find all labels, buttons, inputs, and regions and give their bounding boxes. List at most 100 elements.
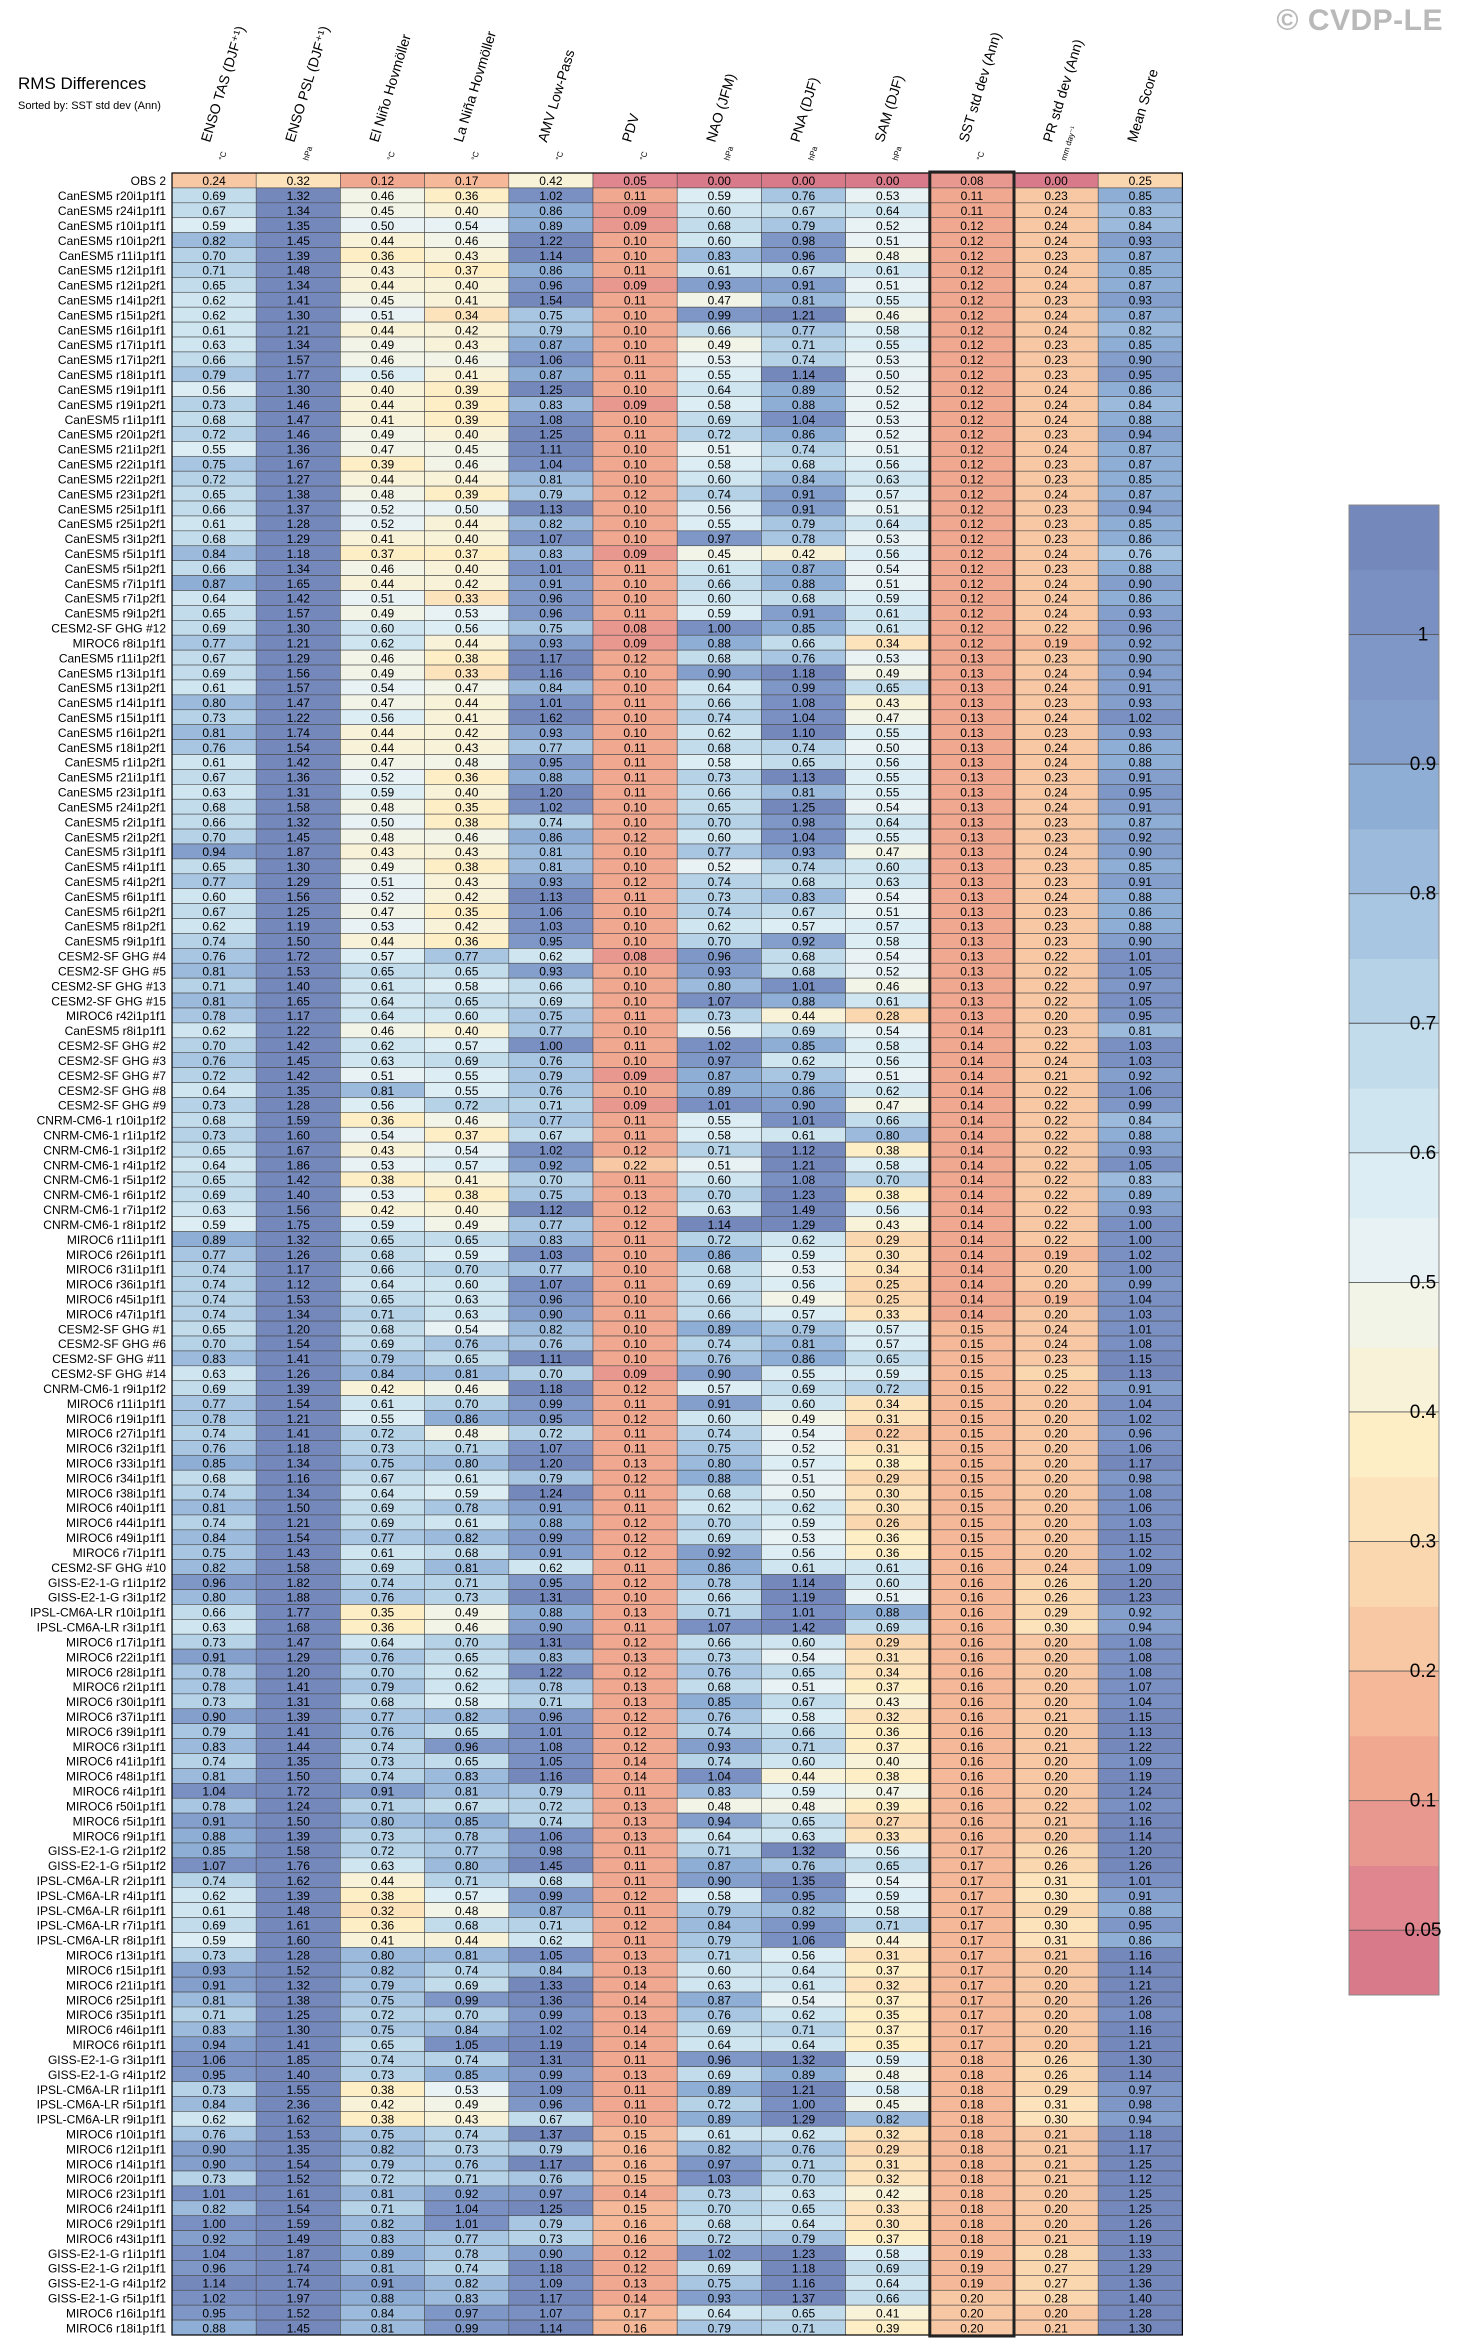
cell-value: 0.73 <box>455 2142 479 2156</box>
cell-value: 0.17 <box>960 2038 984 2052</box>
cell-value: 1.65 <box>287 994 311 1008</box>
cell-value: 0.67 <box>792 264 816 278</box>
cell-value: 0.71 <box>539 1919 563 1933</box>
cell-value: 0.68 <box>708 1680 732 1694</box>
cell-value: 0.58 <box>876 1039 900 1053</box>
row-label: GISS-E2-1-G r3i1p1f2 <box>48 1591 166 1605</box>
cell-value: 0.94 <box>1129 666 1153 680</box>
cell-value: 0.65 <box>202 860 226 874</box>
cell-value: 0.81 <box>455 1367 479 1381</box>
cell-value: 1.52 <box>287 1963 311 1977</box>
cell-value: 0.72 <box>371 1427 395 1441</box>
cell-value: 1.61 <box>287 2187 311 2201</box>
cell-value: 0.72 <box>202 1069 226 1083</box>
cell-value: 0.53 <box>876 413 900 427</box>
cell-value: 0.55 <box>876 771 900 785</box>
cell-value: 0.67 <box>202 651 226 665</box>
cell-value: 0.62 <box>455 1680 479 1694</box>
cell-value: 0.46 <box>371 651 395 665</box>
cell-value: 0.60 <box>708 472 732 486</box>
row-label: CESM2-SF GHG #3 <box>58 1054 166 1068</box>
cell-value: 1.14 <box>1129 1963 1153 1977</box>
cell-value: 1.41 <box>287 2038 311 2052</box>
cell-value: 0.55 <box>455 1084 479 1098</box>
cell-value: 0.17 <box>960 1993 984 2007</box>
cell-value: 1.17 <box>1129 1457 1153 1471</box>
cell-value: 1.37 <box>287 502 311 516</box>
cell-value: 0.12 <box>623 1740 647 1754</box>
cell-value: 0.88 <box>539 1606 563 1620</box>
cell-value: 0.78 <box>202 1412 226 1426</box>
cell-value: 0.22 <box>1044 1233 1068 1247</box>
cell-value: 0.63 <box>876 875 900 889</box>
cell-value: 0.14 <box>623 1770 647 1784</box>
cell-value: 0.57 <box>455 1889 479 1903</box>
cell-value: 0.44 <box>371 398 395 412</box>
cell-value: 1.36 <box>1129 2277 1153 2291</box>
row-label: CanESM5 r3i1p2f1 <box>65 532 167 546</box>
cell-value: 1.87 <box>287 845 311 859</box>
cell-value: 0.11 <box>624 1874 647 1888</box>
cell-value: 0.96 <box>1129 1427 1153 1441</box>
cell-value: 0.16 <box>960 1814 984 1828</box>
cell-value: 0.56 <box>876 1054 900 1068</box>
cell-value: 1.00 <box>539 1039 563 1053</box>
cell-value: 0.52 <box>371 502 395 516</box>
cell-value: 0.38 <box>455 815 479 829</box>
cell-value: 0.23 <box>1044 458 1068 472</box>
cell-value: 0.70 <box>708 815 732 829</box>
cell-value: 0.51 <box>371 308 395 322</box>
cell-value: 0.51 <box>371 592 395 606</box>
cell-value: 0.14 <box>623 1755 647 1769</box>
cell-value: 1.21 <box>792 2083 816 2097</box>
cell-value: 0.59 <box>876 2053 900 2067</box>
row-label: MIROC6 r19i1p1f1 <box>66 1412 166 1426</box>
cell-value: 0.76 <box>455 1337 479 1351</box>
cell-value: 0.81 <box>202 1770 226 1784</box>
cell-value: 0.14 <box>960 1114 984 1128</box>
cell-value: 0.55 <box>708 368 732 382</box>
row-label: IPSL-CM6A-LR r6i1p1f1 <box>37 1904 167 1918</box>
cell-value: 0.61 <box>708 264 732 278</box>
cell-value: 0.66 <box>708 1293 732 1307</box>
cell-value: 0.70 <box>539 1173 563 1187</box>
cell-value: 0.63 <box>371 1054 395 1068</box>
cell-value: 1.50 <box>287 1501 311 1515</box>
cell-value: 1.59 <box>287 2217 311 2231</box>
cell-value: 0.15 <box>623 2127 647 2141</box>
cell-value: 0.65 <box>792 1814 816 1828</box>
cell-value: 0.90 <box>1129 935 1153 949</box>
row-label: CanESM5 r8i1p1f1 <box>65 1024 167 1038</box>
cell-value: 1.60 <box>287 1128 311 1142</box>
cell-value: 1.04 <box>1129 1397 1153 1411</box>
cell-value: 0.41 <box>455 368 479 382</box>
row-label: CNRM-CM6-1 r3i1p1f2 <box>43 1143 166 1157</box>
cell-value: 0.13 <box>960 860 984 874</box>
cell-value: 0.79 <box>539 1069 563 1083</box>
cell-value: 0.86 <box>1129 592 1153 606</box>
cell-value: 0.82 <box>371 2217 395 2231</box>
cell-value: 0.23 <box>1044 1024 1068 1038</box>
colorbar-tick-label: 0.7 <box>1410 1013 1436 1034</box>
cell-value: 0.61 <box>876 264 900 278</box>
cell-value: 0.59 <box>792 1516 816 1530</box>
cell-value: 0.64 <box>202 1158 226 1172</box>
cell-value: 0.48 <box>371 487 395 501</box>
cell-value: 0.83 <box>455 1770 479 1784</box>
cell-value: 0.76 <box>371 1591 395 1605</box>
cell-value: 0.15 <box>960 1322 984 1336</box>
cell-value: 0.37 <box>876 1963 900 1977</box>
cell-value: 0.44 <box>455 1934 479 1948</box>
cell-value: 0.94 <box>202 2038 226 2052</box>
row-label: CESM2-SF GHG #12 <box>51 622 166 636</box>
cell-value: 1.56 <box>287 890 311 904</box>
row-label: GISS-E2-1-G r1i1p1f1 <box>48 2247 166 2261</box>
cell-value: 0.14 <box>960 1128 984 1142</box>
row-label: MIROC6 r2i1p1f1 <box>73 1680 167 1694</box>
cell-value: 0.23 <box>1044 830 1068 844</box>
cell-value: 0.20 <box>1044 1457 1068 1471</box>
cell-value: 0.13 <box>623 1650 647 1664</box>
cell-value: 0.65 <box>455 1352 479 1366</box>
cell-value: 0.16 <box>960 1829 984 1843</box>
cell-value: 0.76 <box>202 1442 226 1456</box>
